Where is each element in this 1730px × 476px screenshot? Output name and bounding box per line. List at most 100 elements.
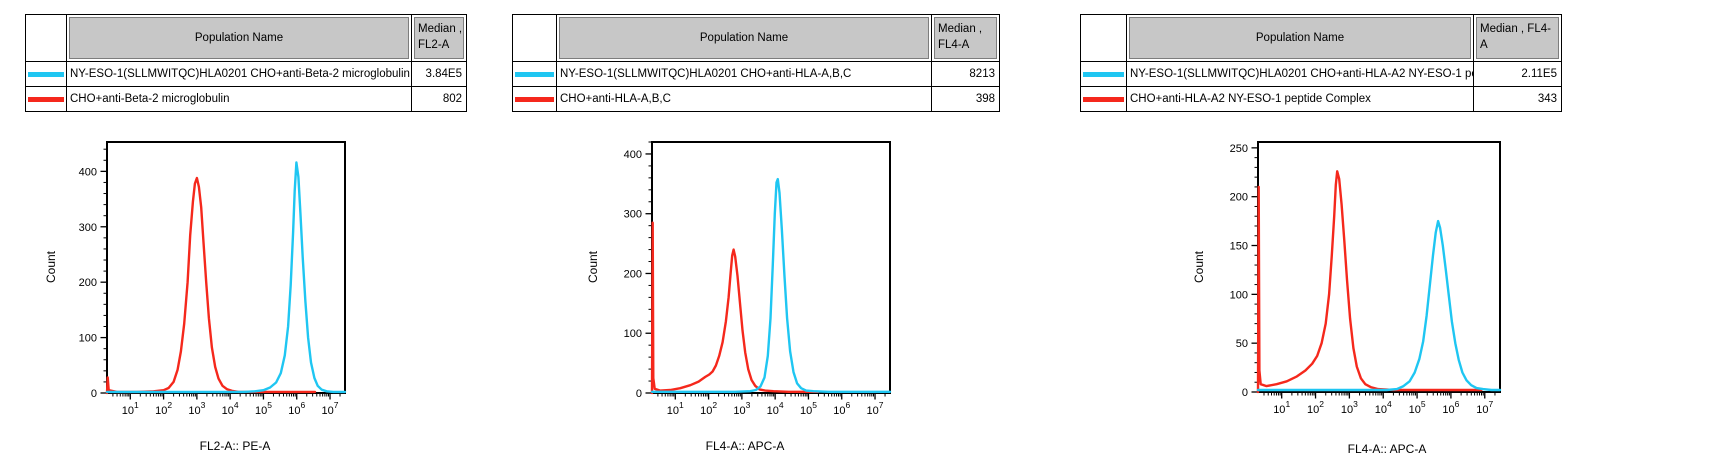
y-tick-label: 200 bbox=[624, 268, 642, 280]
median-value-cell: 802 bbox=[411, 86, 466, 111]
legend-swatch-cell bbox=[1081, 86, 1126, 111]
y-tick-label: 150 bbox=[1230, 241, 1248, 253]
cyan-legend-line bbox=[28, 71, 64, 77]
y-tick-label: 400 bbox=[79, 166, 97, 178]
y-axis-label: Count bbox=[1192, 250, 1206, 283]
histogram-chart-fl2a-pea: 0 100 200 300 400 101 102 103 104 105 106 107 FL2-A:… bbox=[44, 141, 347, 453]
median-header-cell: Median , FL4-A bbox=[931, 15, 999, 61]
population-name-header-cell: Population Name bbox=[1126, 15, 1473, 61]
table-row: CHO+anti-HLA-A,B,C bbox=[556, 86, 931, 111]
population-name: NY-ESO-1(SLLMWITQC)HLA0201 CHO+anti-HLA-… bbox=[560, 68, 852, 80]
population-table-fl4a-a2complex: Population Name Median , FL4-A NY-ESO-1(… bbox=[1080, 14, 1562, 112]
x-tick-label: 105 bbox=[255, 400, 272, 417]
y-tick-label: 0 bbox=[636, 388, 642, 400]
x-tick-label: 103 bbox=[733, 400, 750, 417]
population-name: CHO+anti-HLA-A,B,C bbox=[560, 93, 671, 105]
population-name-header: Population Name bbox=[559, 17, 929, 59]
x-tick-label: 101 bbox=[1273, 399, 1290, 416]
population-name: CHO+anti-HLA-A2 NY-ESO-1 peptide Complex bbox=[1130, 93, 1371, 105]
median-value: 343 bbox=[1537, 93, 1557, 105]
y-tick-label: 400 bbox=[624, 149, 642, 161]
y-tick-label: 200 bbox=[79, 277, 97, 289]
x-tick-label: 104 bbox=[222, 400, 239, 417]
population-name-header: Population Name bbox=[69, 17, 409, 59]
x-tick-label: 106 bbox=[833, 400, 850, 417]
plot-border bbox=[651, 141, 891, 394]
median-header-line1: Median , bbox=[938, 23, 983, 35]
median-value: 8213 bbox=[969, 68, 995, 80]
histogram-curve-cyan bbox=[105, 161, 347, 394]
population-name-header: Population Name bbox=[1129, 17, 1471, 59]
red-legend-line bbox=[1083, 96, 1124, 102]
median-value: 2.11E5 bbox=[1521, 68, 1557, 80]
median-header: Median , FL4-A bbox=[1476, 17, 1559, 59]
x-tick-label: 107 bbox=[1476, 399, 1493, 416]
median-value-cell: 398 bbox=[931, 86, 999, 111]
y-tick-label: 100 bbox=[624, 328, 642, 340]
median-value: 3.84E5 bbox=[425, 68, 462, 80]
median-header-line2: FL4-A bbox=[938, 38, 970, 51]
median-header-line2: FL2-A bbox=[418, 38, 450, 51]
table-row: NY-ESO-1(SLLMWITQC)HLA0201 CHO+anti-Beta… bbox=[66, 61, 411, 86]
population-name: NY-ESO-1(SLLMWITQC)HLA0201 CHO+anti-HLA-… bbox=[1130, 68, 1473, 80]
legend-header-cell bbox=[1081, 15, 1126, 61]
red-legend-line bbox=[28, 96, 64, 102]
x-tick-label: 101 bbox=[122, 400, 139, 417]
legend-swatch-cell bbox=[26, 61, 66, 86]
median-value-cell: 3.84E5 bbox=[411, 61, 466, 86]
population-table-fl2a: Population Name Median , FL2-A NY-ESO-1(… bbox=[25, 14, 467, 112]
y-tick-label: 0 bbox=[91, 388, 97, 400]
legend-swatch-cell bbox=[513, 61, 556, 86]
table-row: NY-ESO-1(SLLMWITQC)HLA0201 CHO+anti-HLA-… bbox=[556, 61, 931, 86]
x-tick-label: 103 bbox=[188, 400, 205, 417]
median-value-cell: 8213 bbox=[931, 61, 999, 86]
table-row: CHO+anti-HLA-A2 NY-ESO-1 peptide Complex bbox=[1126, 86, 1473, 111]
x-tick-label: 107 bbox=[867, 400, 884, 417]
x-tick-label: 104 bbox=[1375, 399, 1392, 416]
histogram-chart-fl4a-apca-peptide-complex: 0 50 100 150 200 250 101 102 103 104 105 106 107 FL4-… bbox=[1192, 141, 1502, 456]
y-tick-label: 0 bbox=[1242, 387, 1248, 399]
x-tick-label: 102 bbox=[1307, 399, 1324, 416]
cyan-legend-line bbox=[515, 71, 554, 77]
y-tick-label: 50 bbox=[1236, 338, 1248, 350]
y-axis-label: Count bbox=[586, 250, 600, 283]
median-header-line1: Median , FL4-A bbox=[1480, 23, 1551, 51]
cyan-legend-line bbox=[1083, 71, 1124, 77]
population-name-header-cell: Population Name bbox=[66, 15, 411, 61]
legend-header-cell bbox=[26, 15, 66, 61]
median-header: Median , FL4-A bbox=[934, 17, 997, 59]
y-tick-label: 300 bbox=[624, 209, 642, 221]
histogram-curve-red bbox=[1256, 170, 1483, 394]
x-tick-label: 101 bbox=[667, 400, 684, 417]
plot-border bbox=[1257, 141, 1501, 393]
x-axis-label: FL4-A:: APC-A bbox=[1348, 442, 1427, 456]
legend-swatch-cell bbox=[26, 86, 66, 111]
population-name-header-cell: Population Name bbox=[556, 15, 931, 61]
x-tick-label: 106 bbox=[288, 400, 305, 417]
y-axis-label: Count bbox=[44, 250, 58, 283]
median-header-line1: Median , bbox=[418, 23, 463, 35]
x-axis-label: FL2-A:: PE-A bbox=[200, 439, 271, 453]
histogram-curve-red bbox=[650, 221, 820, 395]
y-tick-label: 200 bbox=[1230, 192, 1248, 204]
y-tick-label: 100 bbox=[1230, 289, 1248, 301]
histogram-curve-cyan bbox=[1256, 219, 1502, 392]
median-value-cell: 343 bbox=[1473, 86, 1561, 111]
y-tick-label: 250 bbox=[1230, 143, 1248, 155]
x-tick-label: 105 bbox=[800, 400, 817, 417]
x-tick-label: 105 bbox=[1409, 399, 1426, 416]
histogram-chart-fl4a-apca-hla-abc: 0 100 200 300 400 101 102 103 104 105 106 107 FL4-A:… bbox=[586, 141, 892, 453]
red-legend-line bbox=[515, 96, 554, 102]
median-value: 398 bbox=[975, 93, 995, 105]
histogram-curve-cyan bbox=[650, 177, 892, 393]
x-tick-label: 107 bbox=[322, 400, 339, 417]
x-tick-label: 103 bbox=[1341, 399, 1358, 416]
median-value: 802 bbox=[442, 93, 462, 105]
population-name: CHO+anti-Beta-2 microglobulin bbox=[70, 93, 230, 105]
table-row: CHO+anti-Beta-2 microglobulin bbox=[66, 86, 411, 111]
x-tick-label: 102 bbox=[155, 400, 172, 417]
x-axis-label: FL4-A:: APC-A bbox=[706, 439, 785, 453]
y-tick-label: 100 bbox=[79, 333, 97, 345]
x-tick-label: 106 bbox=[1442, 399, 1459, 416]
